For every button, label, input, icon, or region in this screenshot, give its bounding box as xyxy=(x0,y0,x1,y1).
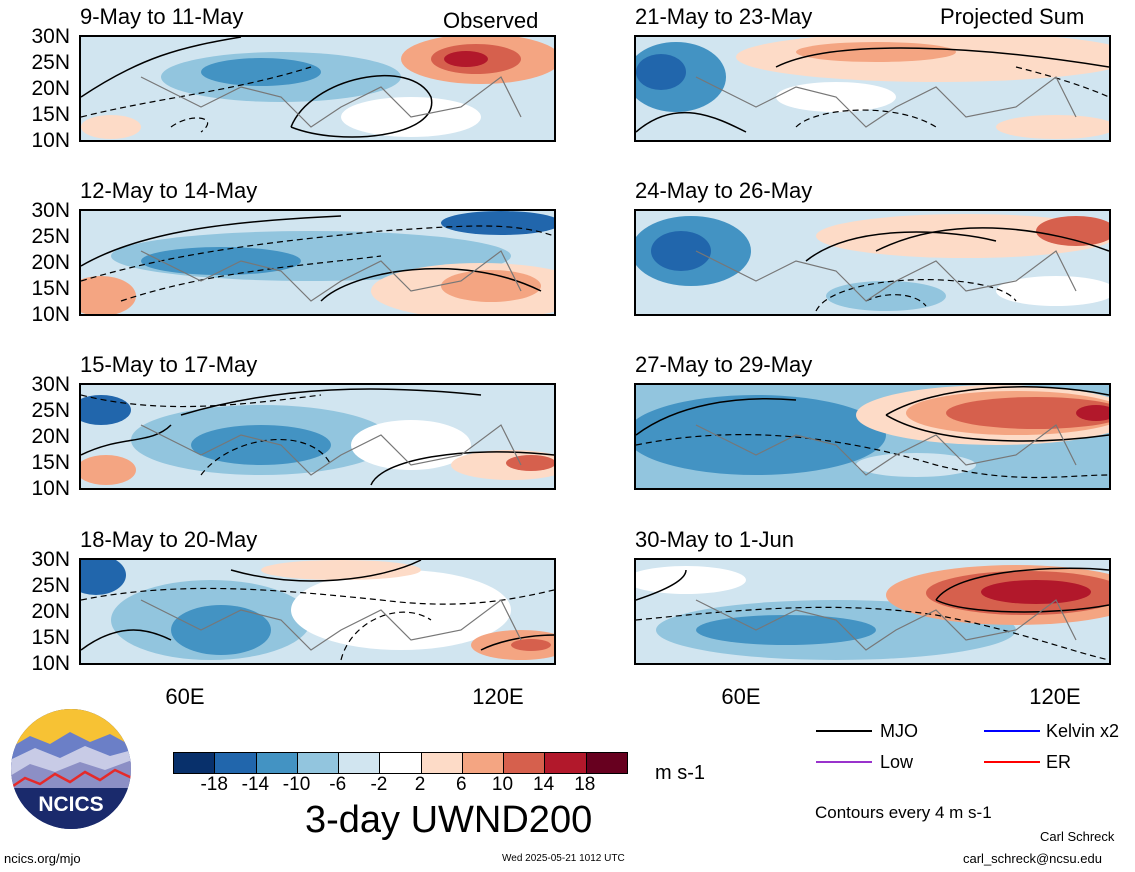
colorbar-tick-label: 14 xyxy=(533,774,555,795)
colorbar-swatch xyxy=(461,753,504,773)
lat-label: 25N xyxy=(31,399,70,422)
panel-title: 21-May to 23-May xyxy=(635,4,813,29)
colorbar-tick-label: -6 xyxy=(329,774,347,795)
lat-label: 10N xyxy=(31,477,70,500)
panel-title: 15-May to 17-May xyxy=(80,352,258,377)
lon-label: 120E xyxy=(472,684,524,709)
panel-title: 27-May to 29-May xyxy=(635,352,813,377)
map-panel xyxy=(634,383,1111,490)
lat-label: 10N xyxy=(31,652,70,675)
er-legend-label: ER xyxy=(1046,752,1072,772)
map-panel xyxy=(79,558,556,665)
logo-text: NCICS xyxy=(38,793,103,816)
panel-title: 12-May to 14-May xyxy=(80,178,258,203)
colorbar-tick-label: -10 xyxy=(282,774,311,795)
colorbar-tick-label: 18 xyxy=(574,774,596,795)
colorbar-swatch xyxy=(214,753,256,773)
lon-label: 120E xyxy=(1029,684,1081,709)
colorbar-swatch xyxy=(255,753,297,773)
kelvin-legend-label: Kelvin x2 xyxy=(1046,721,1120,741)
colorbar-swatch xyxy=(296,753,339,773)
lat-label: 20N xyxy=(31,251,70,274)
main-title: 3-day UWND200 xyxy=(305,799,593,841)
ncics-logo: NCICS xyxy=(10,708,132,830)
lat-label: 30N xyxy=(31,373,70,396)
footer-url[interactable]: ncics.org/mjo xyxy=(4,851,81,866)
low-legend-line xyxy=(816,761,872,763)
lat-label: 15N xyxy=(31,103,70,126)
footer-email[interactable]: carl_schreck@ncsu.edu xyxy=(963,851,1102,866)
colorbar-swatch xyxy=(338,753,380,773)
colorbar-swatch xyxy=(585,753,627,773)
colorbar-swatch xyxy=(420,753,462,773)
lat-label: 30N xyxy=(31,548,70,571)
colorbar-tick-label: 6 xyxy=(455,774,467,795)
colorbar-units: m s-1 xyxy=(655,762,705,784)
map-panel xyxy=(634,209,1111,316)
lat-label: 25N xyxy=(31,574,70,597)
colorbar-tick-label: -14 xyxy=(241,774,270,795)
colorbar-swatch xyxy=(503,753,545,773)
footer-author: Carl Schreck xyxy=(1040,829,1115,844)
colorbar-ticks: -18 -14 -10 -6 -2 2 6 10 14 18 xyxy=(173,775,626,795)
projected-label: Projected Sum xyxy=(940,4,1085,29)
footer-timestamp: Wed 2025-05-21 1012 UTC xyxy=(502,853,625,864)
colorbar-swatch xyxy=(544,753,586,773)
panel-title: 24-May to 26-May xyxy=(635,178,813,203)
map-panel xyxy=(634,35,1111,142)
colorbar-swatch xyxy=(174,753,215,773)
contour-note: Contours every 4 m s-1 xyxy=(815,803,992,822)
observed-label: Observed xyxy=(443,8,539,33)
lat-label: 10N xyxy=(31,303,70,326)
lat-label: 20N xyxy=(31,77,70,100)
lon-label: 60E xyxy=(721,684,761,709)
lat-label: 15N xyxy=(31,277,70,300)
panel-title: 9-May to 11-May xyxy=(80,4,244,29)
colorbar-tick-label: 10 xyxy=(491,774,514,795)
lat-label: 25N xyxy=(31,225,70,248)
panel-title: 18-May to 20-May xyxy=(80,527,258,552)
mjo-legend-label: MJO xyxy=(880,721,918,741)
lat-label: 30N xyxy=(31,25,70,48)
lat-label: 20N xyxy=(31,425,70,448)
lat-label: 10N xyxy=(31,129,70,152)
colorbar-swatch xyxy=(379,753,421,773)
map-panel xyxy=(79,35,556,142)
panel-title: 30-May to 1-Jun xyxy=(635,527,794,552)
map-panel xyxy=(79,383,556,490)
colorbar xyxy=(173,752,628,774)
lat-label: 15N xyxy=(31,626,70,649)
low-legend-label: Low xyxy=(880,752,914,772)
lon-label: 60E xyxy=(165,684,205,709)
lat-label: 25N xyxy=(31,51,70,74)
mjo-legend-line xyxy=(816,730,872,732)
lat-label: 15N xyxy=(31,451,70,474)
lat-label: 20N xyxy=(31,600,70,623)
colorbar-tick-label: 2 xyxy=(414,774,426,795)
map-panel xyxy=(79,209,556,316)
colorbar-tick-label: -18 xyxy=(200,774,228,795)
map-panel xyxy=(634,558,1111,665)
lat-label: 30N xyxy=(31,199,70,222)
kelvin-legend-line xyxy=(984,730,1040,732)
colorbar-tick-label: -2 xyxy=(370,774,388,795)
er-legend-line xyxy=(984,761,1040,763)
